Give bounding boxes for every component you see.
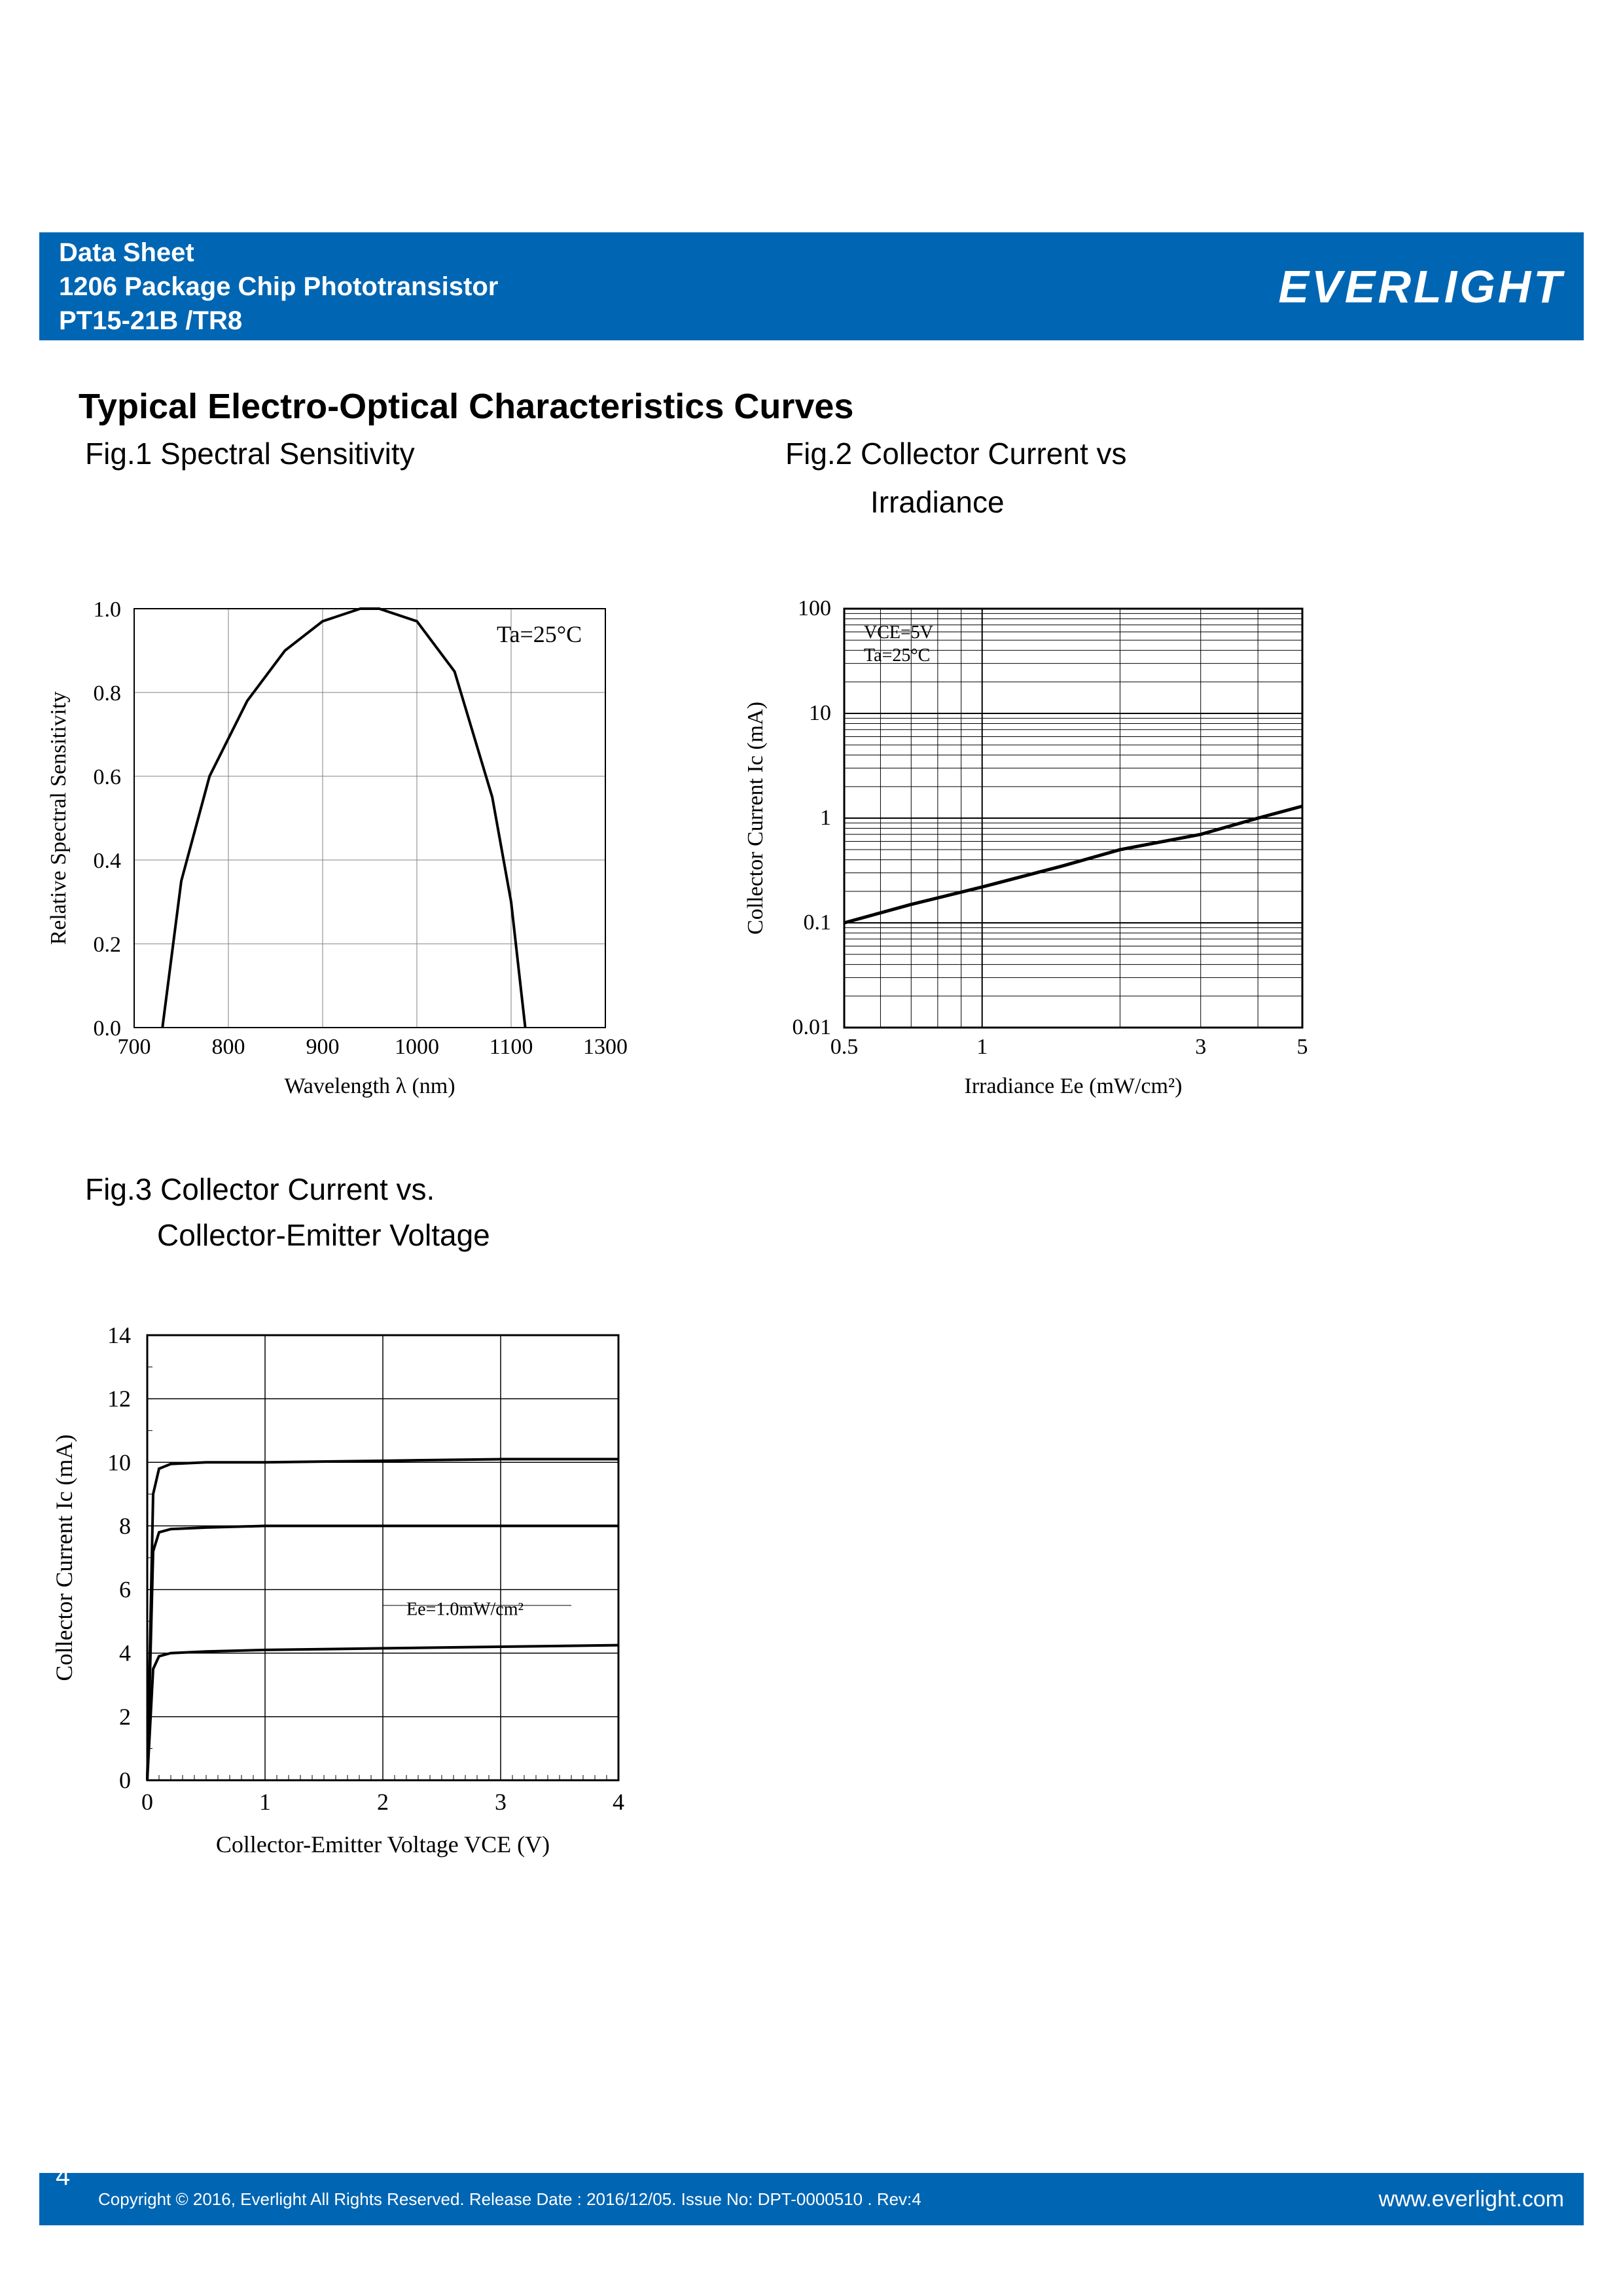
svg-text:12: 12 [107,1386,131,1412]
header-text: Data Sheet 1206 Package Chip Phototransi… [59,236,498,338]
page-number: 4 [56,2162,70,2191]
fig2-caption-line1: Fig.2 Collector Current vs [785,436,1127,471]
svg-text:Collector Current Ic (mA): Collector Current Ic (mA) [51,1435,77,1681]
svg-text:2: 2 [119,1704,131,1730]
svg-text:Wavelength λ (nm): Wavelength λ (nm) [284,1074,455,1098]
svg-text:1100: 1100 [490,1035,533,1059]
svg-text:Collector-Emitter Voltage VCE: Collector-Emitter Voltage VCE (V) [216,1831,550,1857]
svg-text:1300: 1300 [583,1035,628,1059]
svg-text:4: 4 [119,1640,131,1666]
header-line2: 1206 Package Chip Phototransistor [59,270,498,304]
fig3-caption-line2: Collector-Emitter Voltage [157,1217,490,1253]
svg-text:1: 1 [259,1789,271,1815]
svg-text:100: 100 [798,596,831,620]
svg-text:0.5: 0.5 [830,1035,859,1059]
svg-text:1: 1 [976,1035,988,1059]
svg-text:Ta=25°C: Ta=25°C [864,645,930,666]
svg-text:3: 3 [1195,1035,1206,1059]
svg-text:0.0: 0.0 [94,1016,122,1041]
fig3-svg: 0123402468101214Ee=1.0mW/cm²Collector-Em… [36,1302,664,1892]
svg-text:Irradiance Ee (mW/cm²): Irradiance Ee (mW/cm²) [965,1074,1183,1098]
everlight-logo: EVERLIGHT [1278,260,1564,313]
fig1-svg: 700 800 900 1000 1100 1300 0.0 0.2 0.4 0.6 0.8 1.0 T… [36,576,664,1132]
fig3-chart: 0123402468101214Ee=1.0mW/cm²Collector-Em… [36,1302,664,1892]
svg-text:1: 1 [820,806,831,830]
svg-text:2: 2 [377,1789,389,1815]
fig2-caption-line2: Irradiance [870,484,1005,520]
svg-text:1000: 1000 [395,1035,439,1059]
fig2-svg: 0.5 1 3 5 0.01 0.1 1 10 100 VCE=5VTa=25°C Irradian… [726,576,1355,1132]
svg-text:4: 4 [613,1789,624,1815]
fig1-chart: 700 800 900 1000 1100 1300 0.0 0.2 0.4 0.6 0.8 1.0 T… [36,576,664,1132]
fig1-caption: Fig.1 Spectral Sensitivity [85,436,415,471]
svg-text:0: 0 [141,1789,153,1815]
svg-text:0.4: 0.4 [94,849,122,873]
svg-text:Ta=25°C: Ta=25°C [497,621,582,647]
footer-bar: Copyright © 2016, Everlight All Rights R… [39,2173,1584,2225]
section-title: Typical Electro-Optical Characteristics … [79,386,853,427]
svg-text:0.2: 0.2 [94,933,122,957]
svg-text:Relative Spectral Sensitivity: Relative Spectral Sensitivity [46,691,71,944]
copyright-text: Copyright © 2016, Everlight All Rights R… [98,2189,921,2210]
header-line1: Data Sheet [59,236,498,270]
svg-text:10: 10 [809,701,831,725]
svg-text:900: 900 [306,1035,340,1059]
svg-text:800: 800 [212,1035,245,1059]
svg-text:700: 700 [118,1035,151,1059]
website-text: www.everlight.com [1379,2187,1564,2212]
svg-text:1.0: 1.0 [94,598,122,622]
svg-text:0.01: 0.01 [793,1015,832,1039]
svg-text:8: 8 [119,1513,131,1539]
svg-text:5: 5 [1297,1035,1308,1059]
fig2-chart: 0.5 1 3 5 0.01 0.1 1 10 100 VCE=5VTa=25°C Irradian… [726,576,1355,1132]
svg-text:6: 6 [119,1577,131,1603]
svg-text:VCE=5V: VCE=5V [864,622,933,643]
svg-text:0.6: 0.6 [94,765,122,789]
svg-text:Ee=1.0mW/cm²: Ee=1.0mW/cm² [406,1599,524,1619]
svg-text:0.8: 0.8 [94,681,122,706]
svg-text:0.1: 0.1 [804,910,832,935]
fig3-caption-line1: Fig.3 Collector Current vs. [85,1172,435,1207]
header-bar: Data Sheet 1206 Package Chip Phototransi… [39,232,1584,340]
svg-text:0: 0 [119,1767,131,1793]
svg-text:14: 14 [107,1322,131,1348]
svg-text:10: 10 [107,1449,131,1475]
svg-text:Collector Current Ic (mA): Collector Current Ic (mA) [743,702,768,935]
header-line3: PT15-21B /TR8 [59,304,498,338]
svg-text:3: 3 [495,1789,507,1815]
